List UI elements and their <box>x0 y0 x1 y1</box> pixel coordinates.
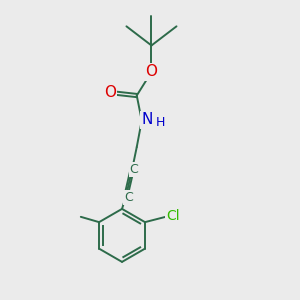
Text: Cl: Cl <box>166 209 180 223</box>
Text: N: N <box>141 112 153 128</box>
Text: H: H <box>156 116 166 129</box>
Text: O: O <box>146 64 158 80</box>
Text: C: C <box>130 163 139 176</box>
Text: C: C <box>124 191 133 205</box>
Text: O: O <box>104 85 116 100</box>
